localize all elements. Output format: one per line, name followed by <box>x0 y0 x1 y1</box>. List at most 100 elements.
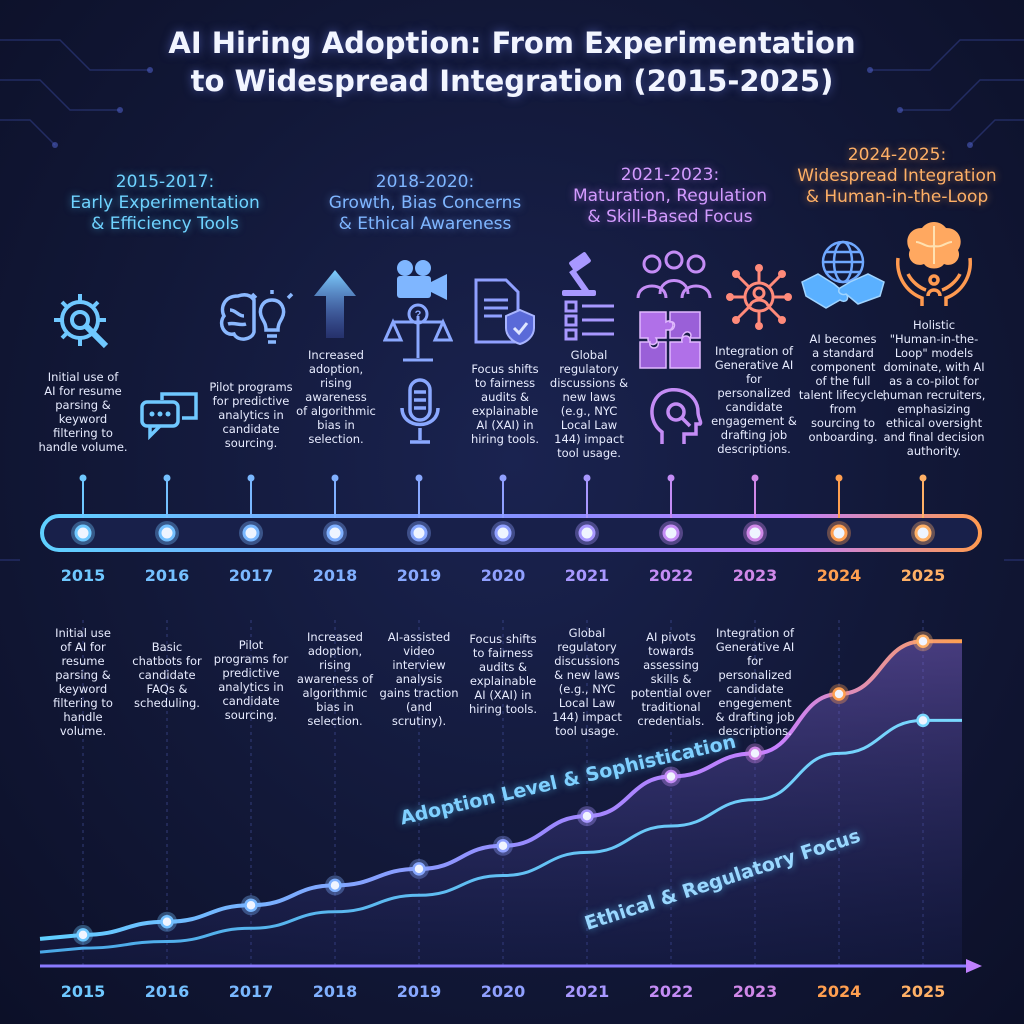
connector-dot <box>247 474 255 482</box>
desc-line: handle <box>63 710 103 724</box>
desc-line: personalized <box>717 386 791 400</box>
adoption-point <box>832 687 846 701</box>
microphone-icon <box>400 378 440 444</box>
year-label: 2016 <box>144 566 190 585</box>
connector-dot <box>163 474 171 482</box>
top-description-2017: Pilot programs for predictive analytics … <box>203 380 299 450</box>
desc-line: video <box>403 644 435 658</box>
desc-line: analytics in <box>218 680 284 694</box>
desc-line: (e.g., NYC <box>560 404 618 418</box>
desc-line: 144) impact <box>552 710 622 724</box>
desc-line: to fairness <box>472 646 534 660</box>
desc-line: regulatory <box>559 362 619 376</box>
desc-line: from <box>829 402 857 416</box>
desc-line: tool usage. <box>557 446 621 460</box>
desc-line: Local Law <box>560 418 618 432</box>
desc-line: Pilot <box>238 638 264 652</box>
bottom-description-2020: Focus shifts to fairness audits & explai… <box>455 632 551 716</box>
desc-line: component <box>810 360 876 374</box>
era-line: 2024-2025: <box>847 145 947 165</box>
desc-line: Initial use of <box>47 370 119 384</box>
desc-line: tool usage. <box>555 724 619 738</box>
desc-line: hiring tools. <box>470 432 540 446</box>
desc-line: onboarding. <box>808 430 878 444</box>
desc-line: regulatory <box>557 640 617 654</box>
adoption-area <box>40 641 962 966</box>
connector-dot <box>79 474 87 482</box>
adoption-line <box>39 639 962 941</box>
desc-line: rising <box>319 658 351 672</box>
desc-line: filtering to <box>53 696 113 710</box>
connector-dot <box>331 474 339 482</box>
desc-line: awareness of <box>296 672 374 686</box>
desc-line: drafting job <box>720 428 788 442</box>
desc-line: scrutiny). <box>391 714 447 728</box>
desc-line: scheduling. <box>134 696 200 710</box>
top-description-2023: Integration of Generative AI for persona… <box>706 344 802 456</box>
chat-bubbles-icon <box>140 392 198 440</box>
desc-line: Focus shifts <box>471 362 539 376</box>
year-label: 2015 <box>60 566 106 585</box>
desc-line: of algorithmic <box>296 404 376 418</box>
adoption-curves <box>39 620 982 973</box>
desc-line: new laws <box>562 390 616 404</box>
desc-line: explainable <box>469 674 537 688</box>
bottom-description-2015: Initial use of AI for resume parsing & k… <box>35 626 131 738</box>
timeline-node <box>746 524 764 542</box>
adoption-point <box>412 862 426 876</box>
network-person-icon <box>726 264 792 330</box>
adoption-point <box>496 839 510 853</box>
top-description-2015: Initial use of AI for resume parsing & k… <box>35 370 131 454</box>
bottom-description-2018: Increased adoption, rising awareness of … <box>287 630 383 728</box>
desc-line: & drafting job <box>715 710 795 724</box>
document-shield-icon <box>474 278 535 346</box>
desc-line: Loop" models <box>894 346 974 360</box>
desc-line: engegement <box>718 696 792 710</box>
era-line: & Human-in-the-Loop <box>805 187 989 207</box>
adoption-point <box>160 914 174 929</box>
ethics-point <box>916 713 930 728</box>
desc-line: Generative AI <box>715 640 795 654</box>
adoption-point <box>916 634 930 648</box>
axis-year-label: 2023 <box>732 982 778 1001</box>
desc-line: parsing & <box>55 398 111 412</box>
desc-line: discussions <box>554 654 620 668</box>
desc-line: authority. <box>906 444 962 458</box>
top-description-2021: Global regulatory discussions & new laws… <box>541 348 637 460</box>
desc-line: sourcing to <box>810 416 876 430</box>
head-gear-icon <box>650 388 703 444</box>
desc-line: keyword <box>58 682 108 696</box>
desc-line: candidate <box>222 422 280 436</box>
connector-dot <box>667 474 675 482</box>
desc-line: interview <box>392 658 446 672</box>
axis-year-label: 2018 <box>312 982 358 1001</box>
desc-line: 144) impact <box>554 432 624 446</box>
desc-line: emphasizing <box>897 402 971 416</box>
year-label: 2018 <box>312 566 358 585</box>
desc-line: algorithmic <box>302 686 368 700</box>
connector-dot <box>415 474 423 482</box>
desc-line: and final decision <box>883 430 985 444</box>
axis-year-label: 2016 <box>144 982 190 1001</box>
desc-line: human recruiters, <box>882 388 986 402</box>
desc-line: for predictive <box>212 394 290 408</box>
era-line: Maturation, Regulation <box>572 186 768 206</box>
desc-line: adoption, <box>308 362 364 376</box>
connector-dot <box>499 474 507 482</box>
desc-line: AI (XAI) in <box>476 418 534 432</box>
video-camera-icon <box>397 260 447 300</box>
timeline-bar <box>40 474 982 552</box>
adoption-point <box>244 898 258 912</box>
desc-line: rising <box>320 376 352 390</box>
desc-line: sourcing. <box>224 436 278 450</box>
desc-line: chatbots for <box>132 654 202 668</box>
desc-line: personalized <box>718 668 792 682</box>
desc-line: Holistic <box>912 318 956 332</box>
axis-year-label: 2019 <box>396 982 442 1001</box>
connector-dot <box>835 474 843 482</box>
era-heading-2018-2020: 2018-2020: Growth, Bias Concerns & Ethic… <box>300 172 550 235</box>
desc-line: selection. <box>307 714 363 728</box>
desc-line: handle volume. <box>38 440 128 454</box>
desc-line: sourcing. <box>224 708 278 722</box>
